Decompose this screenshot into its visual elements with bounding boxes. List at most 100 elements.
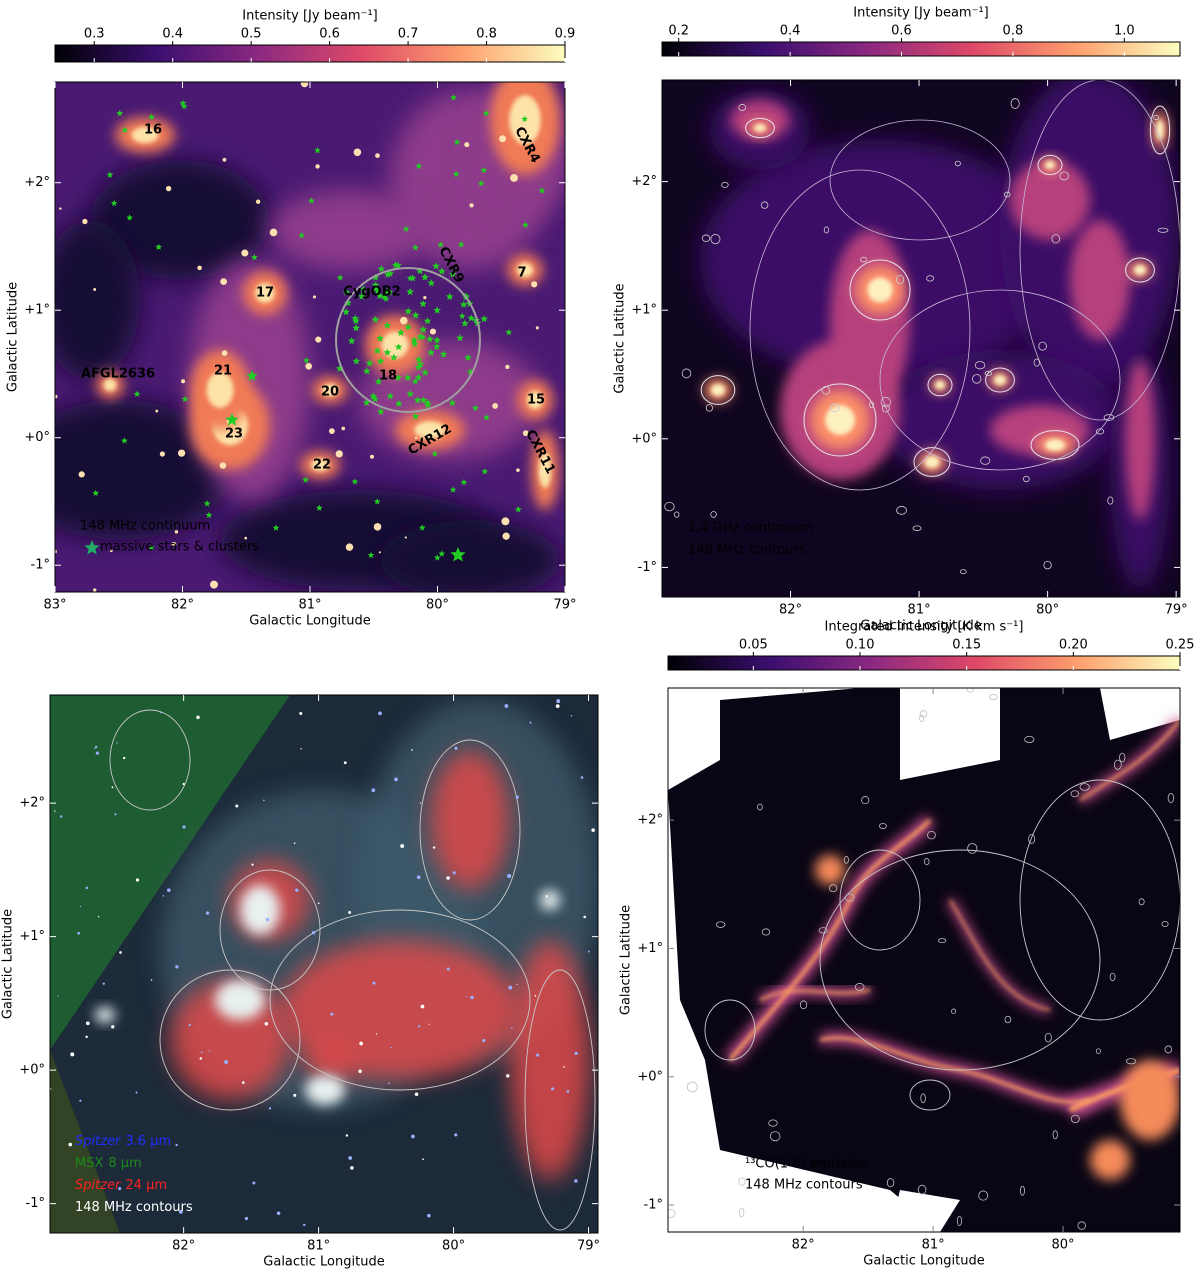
point-source [404,536,407,539]
star-point [507,873,512,878]
star-point [587,950,590,953]
star-point [350,1166,354,1170]
contour [745,117,775,139]
contour [803,383,877,457]
star-point [574,1179,578,1183]
contour [1109,972,1116,982]
star-marker [481,468,489,475]
contour [419,739,521,921]
star-point [242,1081,245,1084]
star-marker [410,336,419,344]
star-point [372,981,376,985]
contour [524,969,596,1231]
contour [710,233,721,245]
star-point [375,1033,378,1035]
point-source [197,265,202,271]
star-marker [377,407,385,415]
point-source [315,336,322,343]
star-marker [415,162,423,169]
emission [867,277,893,303]
star-point [427,1213,431,1218]
emission [321,383,339,397]
emission [830,230,910,410]
star-marker [126,214,133,221]
point-source [414,436,418,440]
x-tick-label: 79° [1165,603,1188,618]
point-source [516,107,521,113]
annotation: 20 [321,385,339,400]
x-tick-label: 79° [553,598,576,613]
star-marker [367,551,375,559]
point-source [510,174,518,182]
star-point [394,777,398,782]
star-marker [180,102,188,110]
star-marker [302,476,309,483]
emission [55,220,140,380]
star-marker [437,241,444,248]
star-marker [472,316,480,324]
star-point [446,876,450,880]
star-marker [359,285,368,293]
star-marker [411,311,420,319]
star-marker [515,506,522,513]
contour [1033,358,1040,367]
star-point [199,1057,203,1060]
contour [980,456,991,465]
legend-entry: 148 MHz contours [745,1178,863,1193]
point-source [353,148,362,157]
contour [1161,920,1169,928]
contour [1019,1185,1025,1196]
star-marker [467,314,476,322]
point-source [312,295,317,299]
star-marker [369,392,378,400]
contour [1167,792,1175,804]
star-point [583,915,587,919]
star-marker [342,308,350,316]
star-marker [439,350,448,358]
star-marker [308,197,315,204]
star-point [119,951,122,954]
point-source [375,153,380,158]
x-tick-label: 80° [442,1239,465,1254]
star-marker [385,288,394,296]
y-tick-label: -1° [31,558,50,573]
star-marker [363,367,371,375]
contour [1010,98,1020,109]
contour [879,822,887,830]
star-point [244,1216,249,1221]
emission [1010,160,1090,240]
star-point [208,1050,211,1052]
colorbar-tick-label: 0.2 [668,24,689,39]
star-marker [116,109,124,117]
contour [919,714,925,723]
star-point [303,1223,306,1227]
star-marker [419,299,427,308]
contour [926,275,935,282]
contour [896,506,907,515]
star-point [182,825,186,829]
star-point [534,994,537,997]
contour [1051,234,1061,244]
star-point [97,915,100,918]
survey-gap [890,1190,960,1232]
contour [868,401,875,409]
star-marker [432,342,441,350]
star-marker [352,357,361,365]
emission [1125,360,1155,520]
contour [681,368,692,379]
star-marker [362,398,371,406]
annotation: 18 [379,369,397,384]
star-point [317,902,320,905]
contour [705,404,713,412]
point-source [505,364,510,370]
contour [738,1177,746,1186]
star-point [516,983,518,985]
star-marker [445,292,454,300]
star-point [299,711,303,716]
star-marker [342,288,351,296]
star-marker [427,348,435,356]
point-source [181,379,186,384]
star-marker [382,295,390,302]
contour [1113,759,1122,770]
star-point [175,1143,178,1147]
